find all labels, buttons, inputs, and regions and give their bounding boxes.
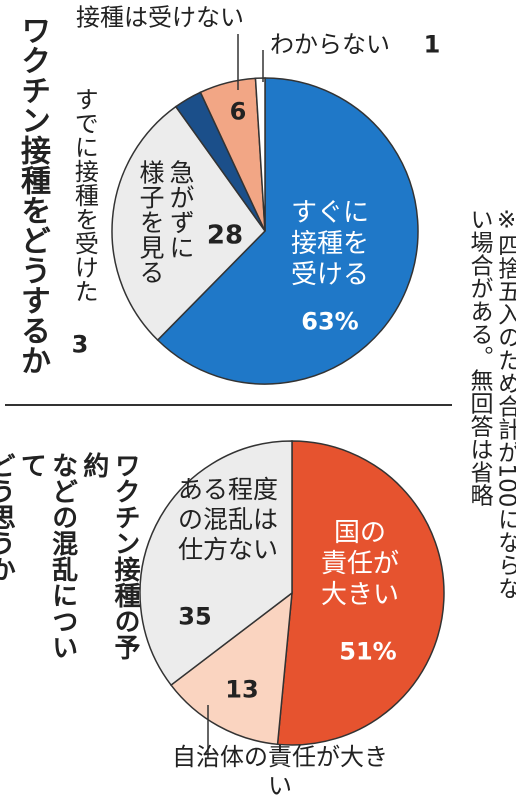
value-label: 1	[423, 30, 441, 59]
slice-label: すでに接種を受けた	[70, 87, 99, 303]
chart-title: ワクチン接種をどうするか	[15, 15, 50, 375]
value-label: 63%	[301, 307, 359, 336]
slice-label: 国の 責任が 大きい	[320, 518, 400, 611]
value-label: 6	[229, 97, 247, 126]
value-label: 28	[206, 220, 244, 251]
value-label: 51%	[339, 637, 397, 666]
slice-label: すぐに 接種を 受ける	[290, 198, 370, 291]
slice-label: 自治体の責任が大きい	[172, 743, 388, 800]
pie-slice	[111, 105, 266, 342]
slice-label: 接種は受けない	[76, 3, 244, 32]
chart-title: ワクチン接種の予約 などの混乱について どう思うか	[0, 452, 140, 660]
slice-label: 急がずに 様子を見る	[136, 159, 195, 285]
note: ※四捨五入のため合計が100にならない場合がある。無回答は省略	[466, 207, 516, 600]
value-label: 35	[178, 602, 212, 631]
pie-slice	[276, 440, 445, 746]
value-label: 3	[71, 330, 89, 359]
pie-slice	[156, 77, 419, 385]
pie-slice	[139, 440, 293, 687]
slice-label: わからない	[270, 30, 390, 59]
pie-slice	[254, 77, 266, 232]
slice-label: ある程度 の混乱は 仕方ない	[177, 475, 279, 564]
value-label: 13	[225, 675, 259, 704]
pie-slice	[169, 591, 293, 746]
